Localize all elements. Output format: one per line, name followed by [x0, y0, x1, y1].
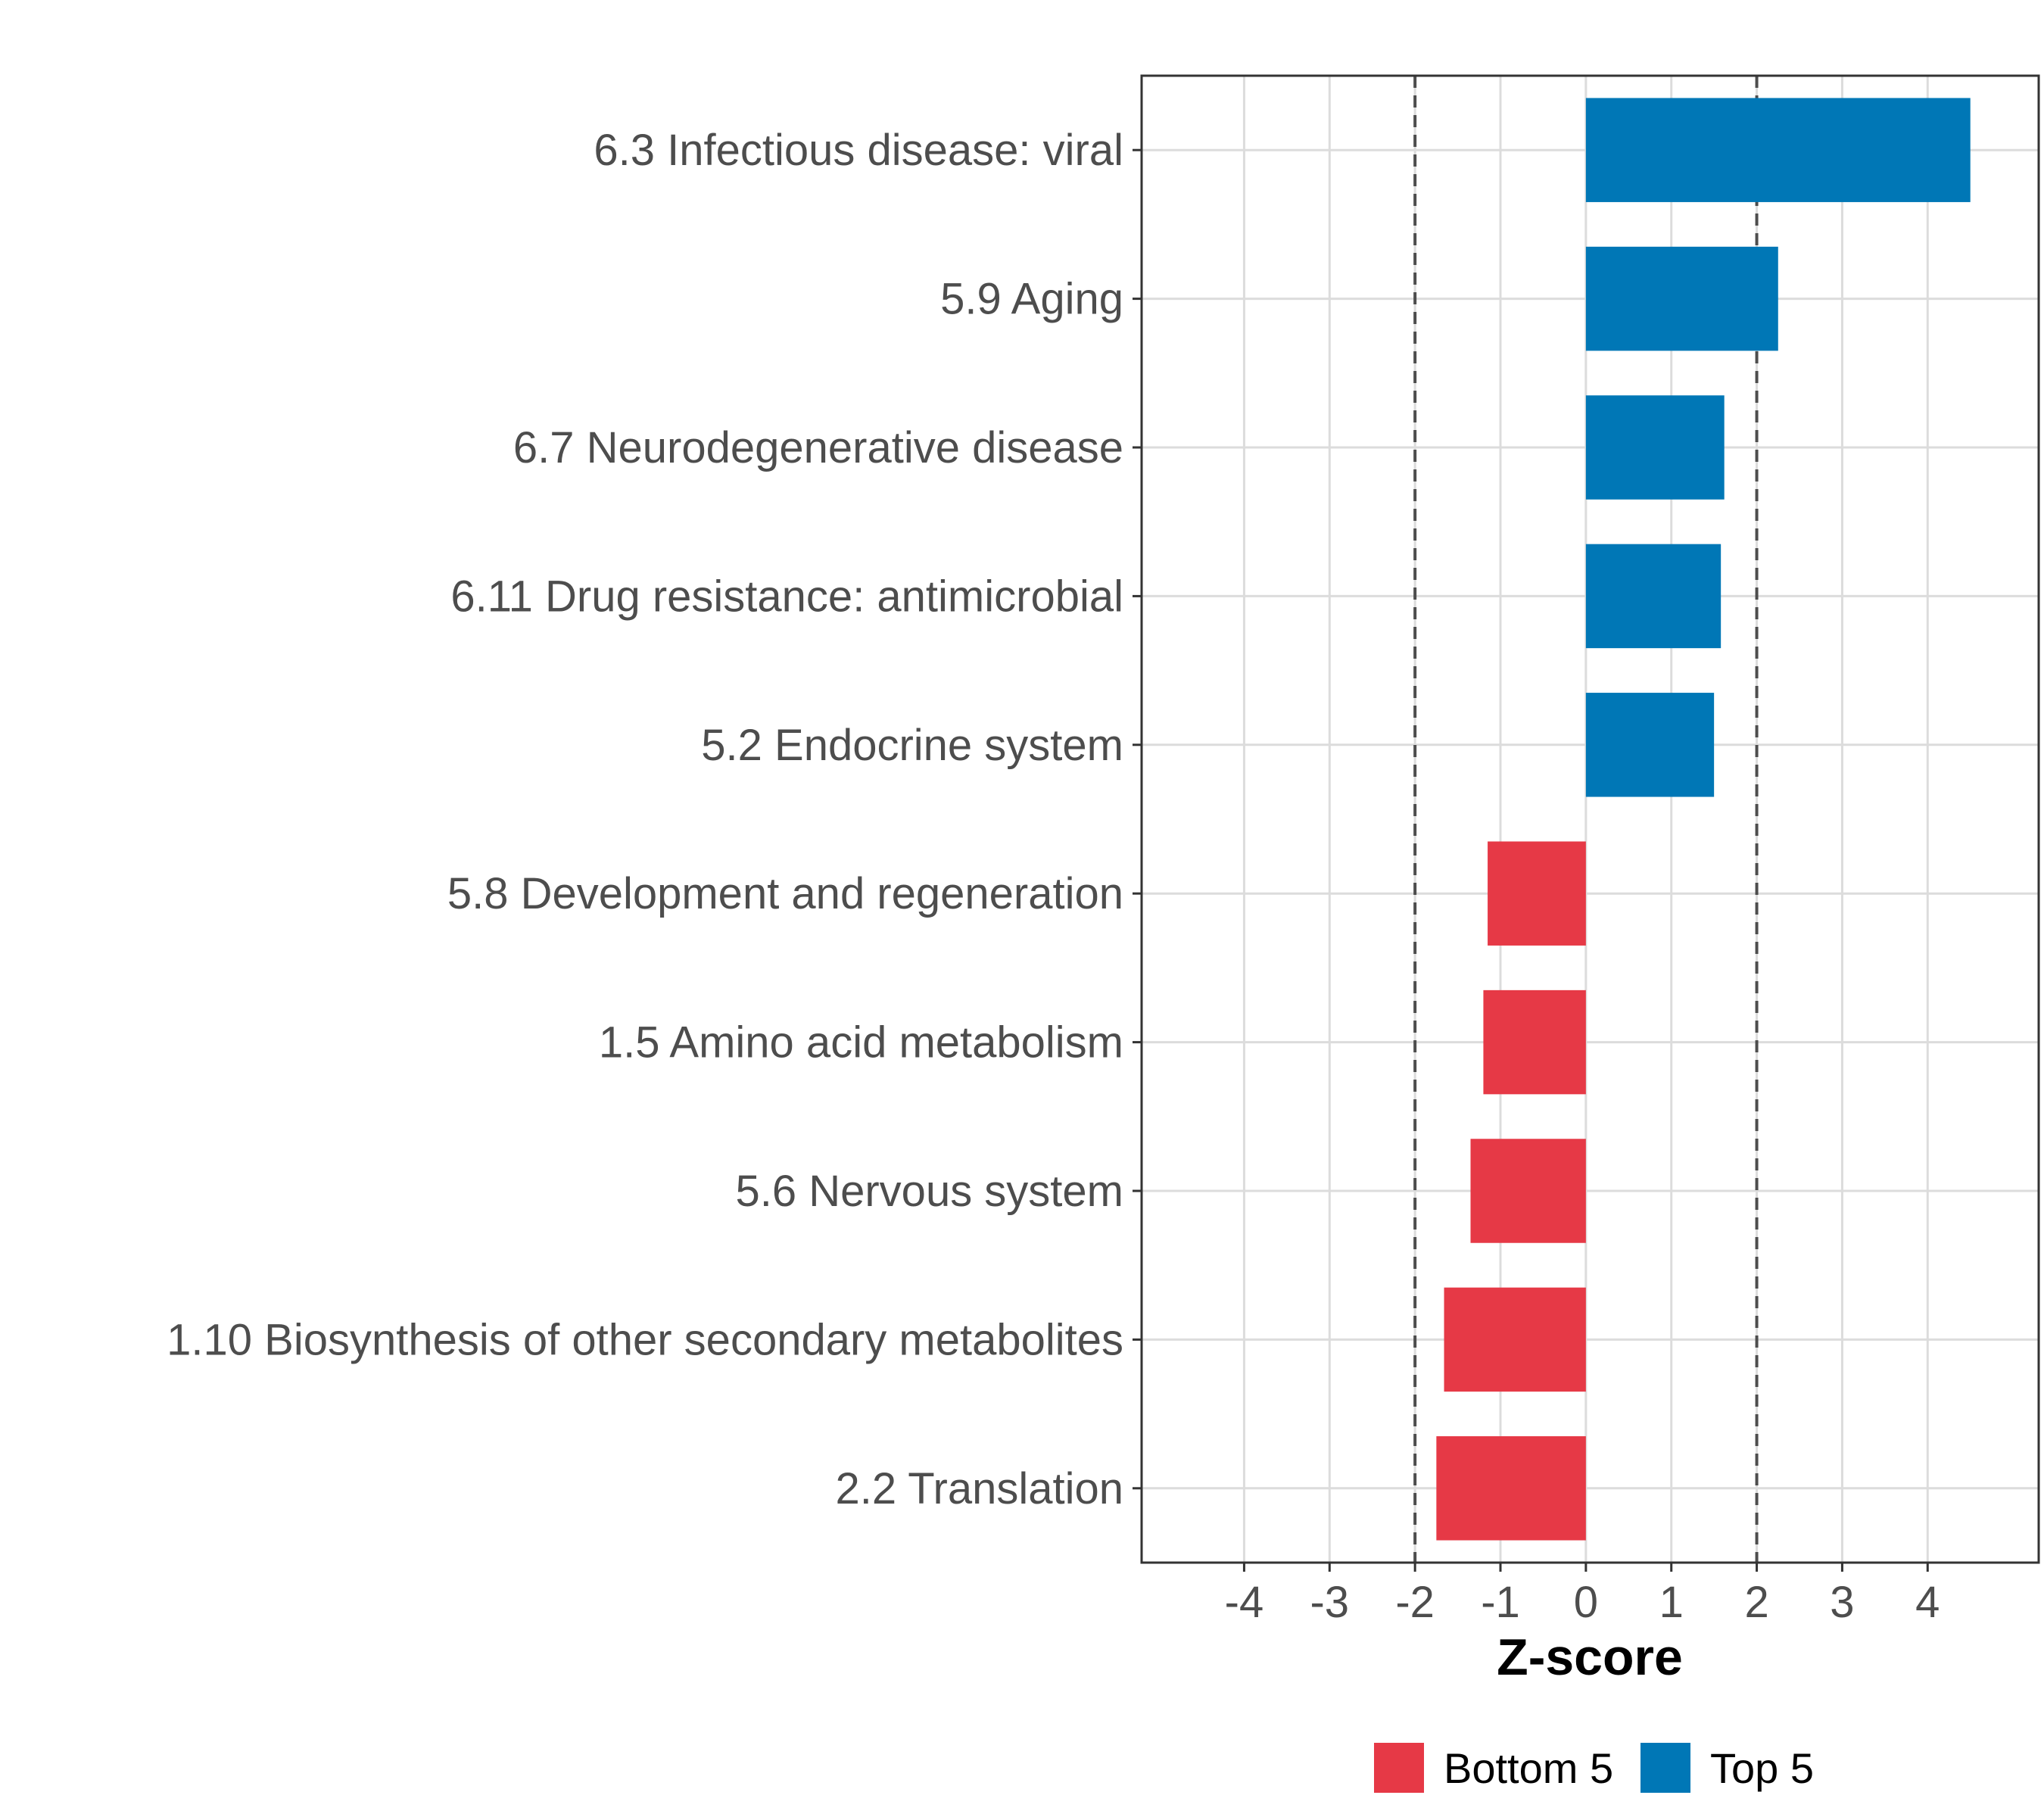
x-tick-label: -1 [1481, 1578, 1520, 1627]
bar-5 [1585, 693, 1715, 797]
category-label: 1.5 Amino acid metabolism [599, 1018, 1123, 1067]
x-tick-label: 0 [1574, 1578, 1598, 1627]
bars [1436, 98, 1971, 1541]
x-tick-label: -2 [1395, 1578, 1435, 1627]
category-label: 5.9 Aging [940, 275, 1123, 324]
x-axis-title: Z-score [1497, 1628, 1683, 1686]
bar-9 [1444, 1287, 1586, 1392]
category-label: 1.10 Biosynthesis of other secondary met… [167, 1315, 1123, 1364]
x-tick-label: 1 [1659, 1578, 1684, 1627]
bar-3 [1585, 395, 1725, 500]
legend-label: Top 5 [1710, 1744, 1814, 1792]
x-tick-label: -3 [1310, 1578, 1349, 1627]
bar-6 [1488, 841, 1586, 946]
x-axis-ticks: -4 -3 -2 -1 0 1 2 3 4 [1225, 1563, 1940, 1627]
category-label: 2.2 Translation [836, 1464, 1123, 1513]
legend-swatch [1374, 1743, 1424, 1793]
x-tick-label: 3 [1830, 1578, 1854, 1627]
category-label: 5.8 Development and regeneration [447, 869, 1123, 918]
x-tick-label: -4 [1225, 1578, 1264, 1627]
category-label: 6.7 Neurodegenerative disease [513, 423, 1123, 472]
legend-swatch [1640, 1743, 1690, 1793]
category-label: 5.2 Endocrine system [701, 721, 1123, 770]
category-label: 6.3 Infectious disease: viral [594, 126, 1123, 175]
y-axis-ticks: 6.3 Infectious disease: viral 5.9 Aging 6.… [167, 126, 1142, 1513]
x-tick-label: 2 [1744, 1578, 1768, 1627]
bar-2 [1585, 246, 1778, 351]
category-label: 6.11 Drug resistance: antimicrobial [450, 572, 1123, 621]
bar-1 [1585, 98, 1971, 202]
bar-10 [1436, 1436, 1586, 1541]
category-label: 5.6 Nervous system [735, 1167, 1123, 1216]
bar-4 [1585, 544, 1722, 649]
legend-label: Bottom 5 [1444, 1744, 1613, 1792]
bar-8 [1470, 1139, 1586, 1243]
bar-7 [1483, 990, 1586, 1095]
legend: Bottom 5 Top 5 [1374, 1743, 1814, 1793]
x-tick-label: 4 [1915, 1578, 1940, 1627]
plot-panel-border [1140, 74, 2040, 1564]
